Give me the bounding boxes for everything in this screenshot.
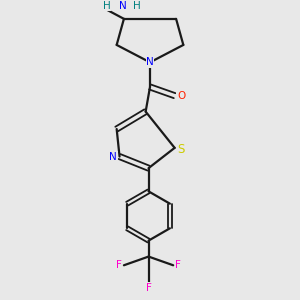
Text: N: N xyxy=(146,57,154,67)
Text: F: F xyxy=(116,260,122,270)
Text: F: F xyxy=(176,260,181,270)
Text: S: S xyxy=(177,143,184,156)
Text: N: N xyxy=(118,1,126,11)
Text: N: N xyxy=(109,152,117,162)
Text: O: O xyxy=(177,91,185,101)
Text: H: H xyxy=(133,1,141,11)
Text: H: H xyxy=(103,1,110,11)
Text: F: F xyxy=(146,283,152,293)
